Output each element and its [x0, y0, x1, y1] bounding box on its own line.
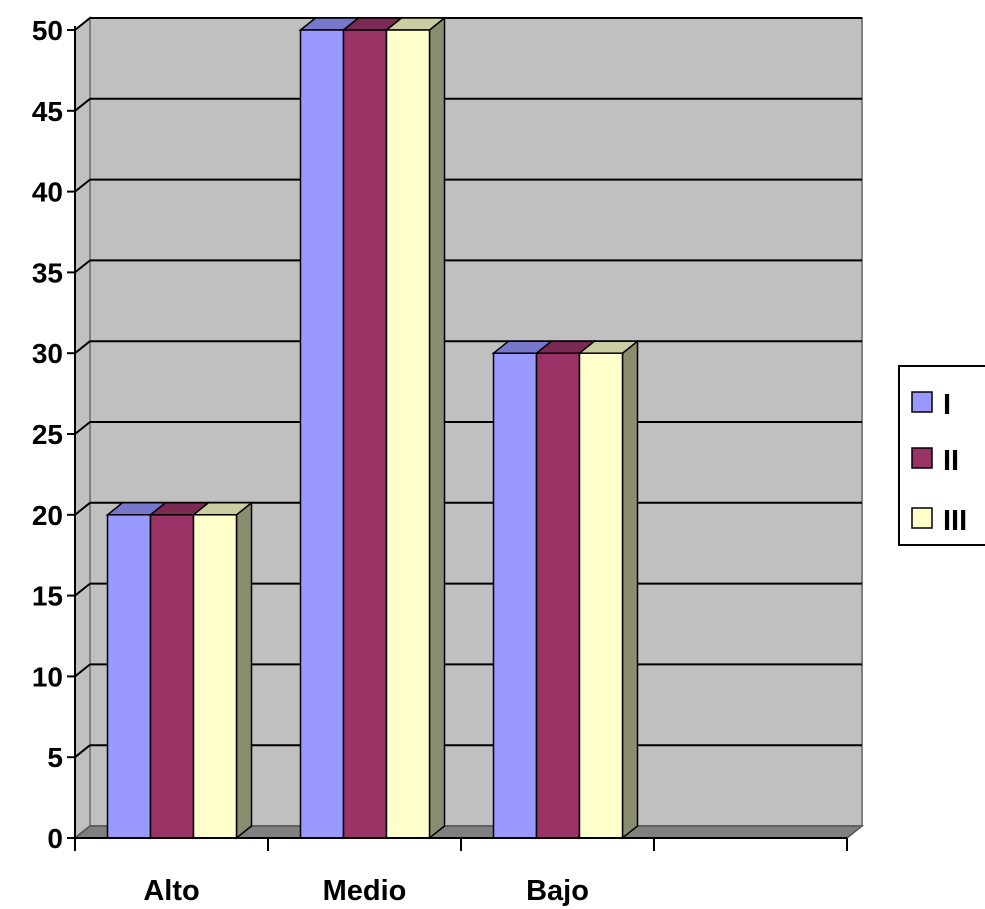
gridline-side	[74, 502, 91, 516]
gridline-side	[74, 582, 91, 597]
y-tick-label: 35	[32, 257, 63, 288]
y-tick-label: 10	[32, 661, 63, 692]
bar	[384, 16, 447, 840]
x-category-label: Alto	[143, 875, 199, 907]
gridline-side	[74, 98, 91, 112]
y-tick-labels: 0 5 10 15 20 25 30 35 40 45 50	[32, 15, 63, 854]
x-category-label: Medio	[323, 875, 407, 907]
gridline-side	[74, 178, 91, 193]
bar-front-face	[192, 514, 238, 839]
y-tick-label: 45	[32, 96, 63, 127]
bar-front-face	[385, 29, 431, 839]
gridline-side	[74, 17, 91, 31]
y-tick-label: 40	[32, 177, 63, 208]
y-tick-label: 50	[32, 15, 63, 46]
axes	[74, 26, 848, 851]
gridline-side	[74, 421, 91, 435]
bar-front-face	[342, 29, 388, 839]
bar-front-face	[106, 514, 152, 839]
bars	[105, 16, 640, 840]
gridline-side	[74, 259, 91, 274]
gridline-side	[74, 663, 91, 678]
bar	[191, 501, 254, 840]
bar-front-face	[149, 514, 195, 839]
bar-front-face	[535, 352, 581, 839]
bar-front-face	[578, 352, 624, 839]
bar-side-face	[621, 339, 639, 840]
bar-front-face	[299, 29, 345, 839]
bar-side-face	[235, 501, 253, 840]
legend-swatch-i	[911, 391, 933, 413]
legend: I II III	[898, 365, 985, 546]
x-category-label: Bajo	[526, 875, 589, 907]
x-category-labels: Alto Medio Bajo	[143, 875, 589, 907]
legend-swatch-ii	[911, 447, 933, 469]
legend-swatch-iii	[911, 507, 933, 529]
y-tick-label: 5	[47, 742, 63, 773]
y-tick-label: 25	[32, 419, 63, 450]
legend-label-i: I	[943, 389, 951, 421]
y-tick-label: 0	[47, 823, 63, 854]
y-tick-label: 15	[32, 581, 63, 612]
y-tick-label: 20	[32, 500, 63, 531]
y-tick-label: 30	[32, 338, 63, 369]
bar-front-face	[492, 352, 538, 839]
bar	[577, 339, 640, 840]
gridline-side	[74, 744, 91, 758]
legend-label-iii: III	[943, 505, 967, 537]
legend-label-ii: II	[943, 445, 959, 477]
bar-side-face	[428, 16, 446, 840]
gridline-side	[74, 340, 91, 354]
